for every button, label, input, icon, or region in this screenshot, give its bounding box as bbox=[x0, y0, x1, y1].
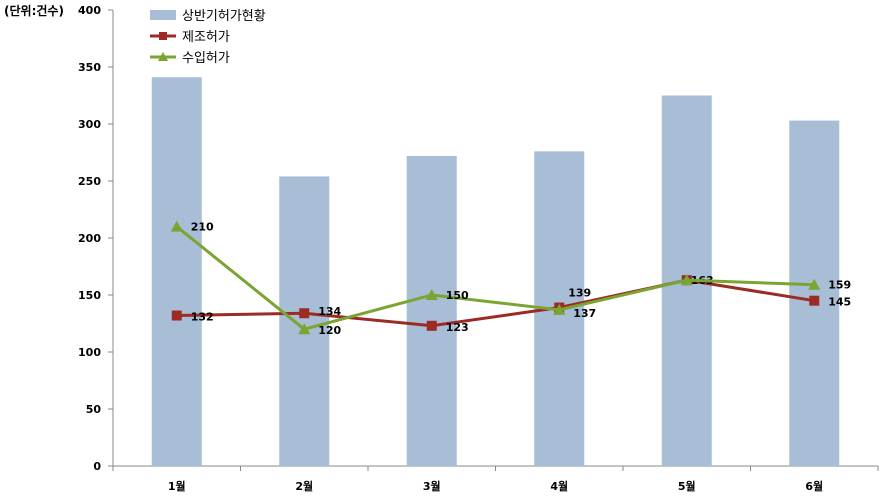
data-point bbox=[680, 274, 693, 286]
data-label: 159 bbox=[828, 279, 851, 292]
data-point bbox=[170, 220, 183, 232]
y-tick-label: 200 bbox=[78, 232, 101, 245]
legend-label-manufacture: 제조허가 bbox=[182, 30, 230, 45]
data-label: 134 bbox=[318, 305, 341, 318]
legend: 상반기허가현황 제조허가 수입허가 bbox=[150, 4, 266, 67]
unit-label: (단위:건수) bbox=[4, 4, 64, 18]
x-tick-label: 2월 bbox=[295, 479, 313, 493]
legend-bar-swatch bbox=[150, 7, 176, 23]
data-point bbox=[298, 323, 311, 335]
legend-import-swatch bbox=[150, 49, 176, 65]
data-label: 132 bbox=[191, 311, 214, 324]
y-tick-label: 50 bbox=[86, 403, 102, 416]
bar bbox=[789, 120, 840, 466]
data-label: 150 bbox=[446, 289, 469, 302]
x-tick-label: 4월 bbox=[550, 479, 568, 493]
legend-label-import: 수입허가 bbox=[182, 51, 230, 66]
data-label: 137 bbox=[573, 307, 596, 320]
data-label: 210 bbox=[191, 221, 214, 234]
y-tick-label: 350 bbox=[78, 61, 101, 74]
data-label: 120 bbox=[318, 324, 341, 337]
series-line bbox=[175, 225, 815, 331]
data-label: 123 bbox=[446, 321, 469, 334]
bar bbox=[406, 155, 457, 467]
x-tick-label: 1월 bbox=[168, 479, 186, 493]
y-tick-label: 150 bbox=[78, 289, 101, 302]
legend-manufacture-swatch bbox=[150, 28, 176, 44]
x-tick-label: 6월 bbox=[805, 479, 823, 493]
x-tick-label: 3월 bbox=[423, 479, 441, 493]
x-tick-label: 5월 bbox=[678, 479, 696, 493]
data-point bbox=[426, 320, 437, 331]
data-label: 139 bbox=[568, 287, 591, 300]
y-tick-label: 300 bbox=[78, 118, 101, 131]
legend-item-import: 수입허가 bbox=[150, 46, 266, 67]
data-point bbox=[299, 308, 310, 319]
legend-item-bar: 상반기허가현황 bbox=[150, 4, 266, 25]
data-point bbox=[553, 303, 566, 315]
bar bbox=[151, 77, 202, 466]
data-label: 145 bbox=[828, 296, 851, 309]
bar bbox=[279, 176, 330, 466]
y-tick-label: 400 bbox=[78, 4, 101, 17]
data-point bbox=[809, 295, 820, 306]
data-point bbox=[425, 289, 438, 300]
data-point bbox=[808, 278, 821, 290]
y-tick-label: 0 bbox=[93, 460, 101, 473]
legend-item-manufacture: 제조허가 bbox=[150, 25, 266, 46]
legend-label-bar: 상반기허가현황 bbox=[182, 9, 266, 24]
y-tick-label: 250 bbox=[78, 175, 101, 188]
data-point bbox=[171, 310, 182, 321]
y-tick-label: 100 bbox=[78, 346, 101, 359]
